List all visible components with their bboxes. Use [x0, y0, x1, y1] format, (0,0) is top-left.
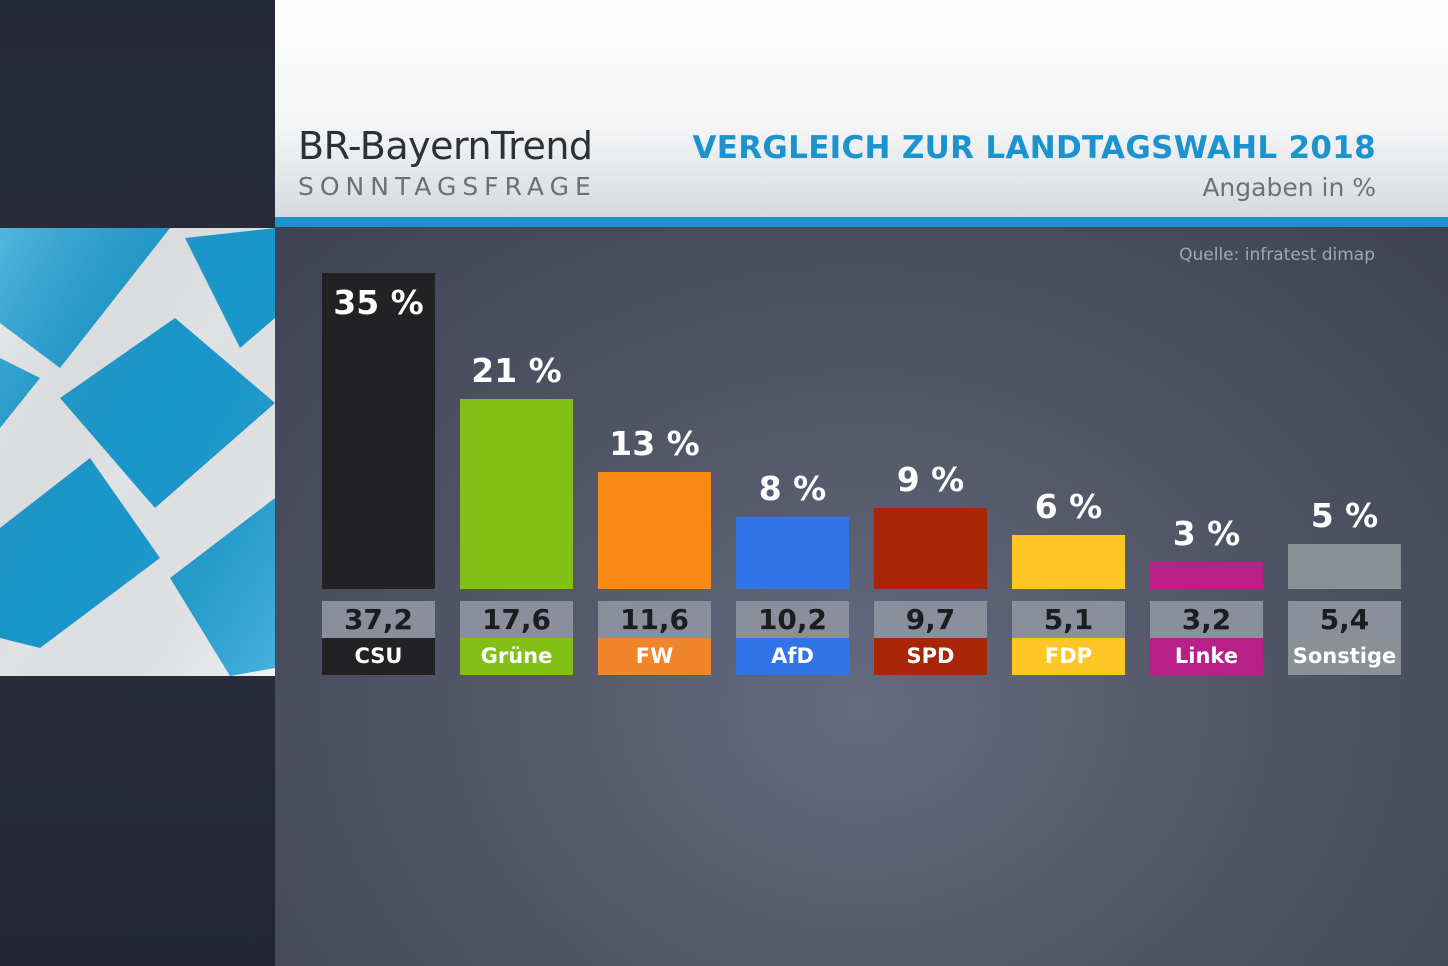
- chart-headline: VERGLEICH ZUR LANDTAGSWAHL 2018: [692, 130, 1376, 166]
- source-note: Quelle: infratest dimap: [1179, 245, 1375, 265]
- header-bar: [275, 0, 1448, 217]
- brand-subtitle: SONNTAGSFRAGE: [298, 172, 597, 201]
- header-accent-line: [275, 217, 1448, 227]
- bavarian-flag-image: [0, 228, 275, 676]
- chart-background: [275, 227, 1448, 966]
- unit-note: Angaben in %: [1202, 173, 1376, 202]
- brand-title: BR-BayernTrend: [298, 124, 593, 168]
